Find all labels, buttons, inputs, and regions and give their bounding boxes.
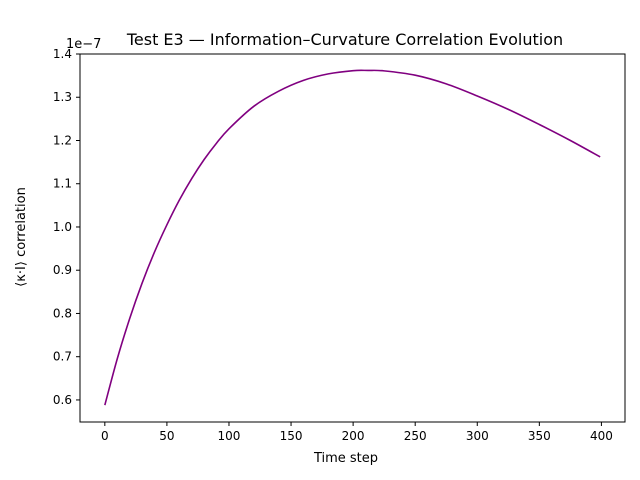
series-line <box>104 69 601 406</box>
y-tick-label: 1.0 <box>53 220 72 234</box>
y-tick-label: 0.8 <box>53 306 72 320</box>
plot-area <box>104 69 601 406</box>
x-tick-label: 400 <box>590 429 613 443</box>
x-tick-label: 100 <box>218 429 241 443</box>
y-tick-label: 1.1 <box>53 177 72 191</box>
y-axis-label: ⟨κ·I⟩ correlation <box>14 187 29 287</box>
x-tick-label: 0 <box>101 429 109 443</box>
x-tick-label: 350 <box>528 429 551 443</box>
x-tick-label: 300 <box>466 429 489 443</box>
x-axis: 0 50 100 150 200 250 300 350 400 <box>101 422 613 443</box>
y-axis-offset-label: 1e−7 <box>66 37 101 52</box>
y-tick-label: 0.6 <box>53 393 72 407</box>
chart-title: Test E3 — Information–Curvature Correlat… <box>126 30 563 49</box>
y-tick-label: 0.7 <box>53 350 72 364</box>
x-tick-label: 150 <box>280 429 303 443</box>
x-tick-label: 200 <box>342 429 365 443</box>
y-tick-label: 1.2 <box>53 133 72 147</box>
y-tick-label: 1.3 <box>53 90 72 104</box>
x-tick-label: 250 <box>404 429 427 443</box>
plot-frame <box>79 53 626 423</box>
y-tick-label: 1.4 <box>53 47 72 61</box>
x-tick-label: 50 <box>159 429 174 443</box>
y-axis: 0.6 0.7 0.8 0.9 1.0 1.1 1.2 1.3 1.4 <box>53 47 80 407</box>
y-tick-label: 0.9 <box>53 263 72 277</box>
x-axis-label: Time step <box>313 451 378 466</box>
